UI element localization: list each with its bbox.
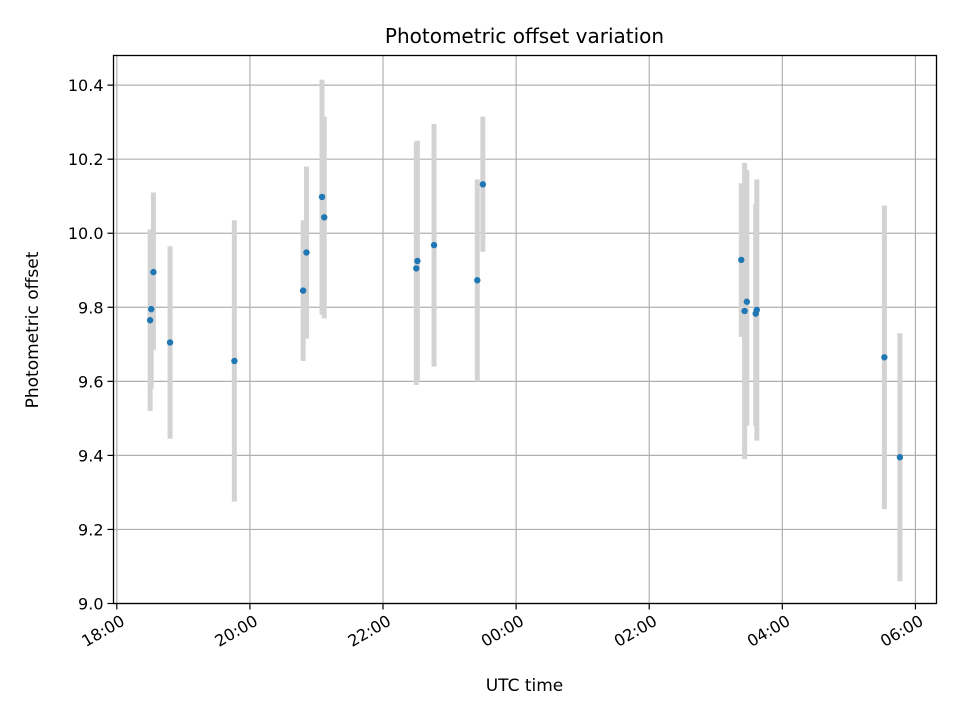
y-tick-label: 9.6 — [78, 372, 103, 391]
x-tick-label: 02:00 — [611, 611, 660, 651]
grid-lines — [113, 55, 937, 605]
x-axis-ticks: 18:00 20:00 22:00 00:00 02:00 04:00 06:00 — [78, 603, 926, 651]
x-tick-label: 18:00 — [78, 611, 127, 651]
data-point — [413, 265, 420, 272]
y-axis-label: Photometric offset — [23, 251, 43, 408]
data-points — [146, 181, 904, 461]
data-point — [753, 306, 761, 314]
data-point — [430, 241, 438, 249]
error-bars — [147, 79, 903, 582]
data-point — [231, 357, 238, 365]
x-tick-label: 00:00 — [478, 611, 527, 651]
data-point — [148, 305, 155, 313]
y-axis-ticks: 9.0 9.2 9.4 9.6 9.8 10.0 10.2 10.4 — [68, 76, 114, 614]
data-point — [146, 317, 154, 324]
x-tick-label: 04:00 — [744, 611, 793, 651]
chart-title: Photometric offset variation — [385, 24, 664, 48]
data-point — [414, 257, 421, 265]
data-point — [474, 277, 481, 284]
y-tick-label: 9.8 — [78, 298, 103, 317]
x-tick-label: 20:00 — [211, 611, 260, 651]
data-point — [150, 268, 157, 276]
x-tick-label: 06:00 — [877, 611, 926, 651]
data-point — [738, 256, 745, 264]
data-point — [881, 354, 888, 361]
y-tick-label: 10.2 — [68, 150, 104, 169]
data-point — [321, 214, 328, 221]
data-point — [299, 287, 307, 294]
y-tick-label: 9.4 — [78, 446, 103, 465]
data-point — [303, 249, 310, 256]
data-point — [741, 307, 748, 315]
y-tick-label: 10.0 — [68, 224, 104, 243]
x-tick-label: 22:00 — [345, 611, 394, 651]
y-tick-label: 9.0 — [78, 595, 103, 614]
data-point — [896, 454, 904, 461]
data-point — [166, 339, 174, 346]
plot-frame — [112, 54, 938, 605]
data-point — [743, 298, 751, 305]
y-tick-label: 9.2 — [78, 520, 103, 539]
data-point — [479, 181, 487, 188]
y-tick-label: 10.4 — [68, 76, 104, 95]
data-point — [318, 193, 326, 201]
x-axis-label: UTC time — [486, 676, 564, 696]
